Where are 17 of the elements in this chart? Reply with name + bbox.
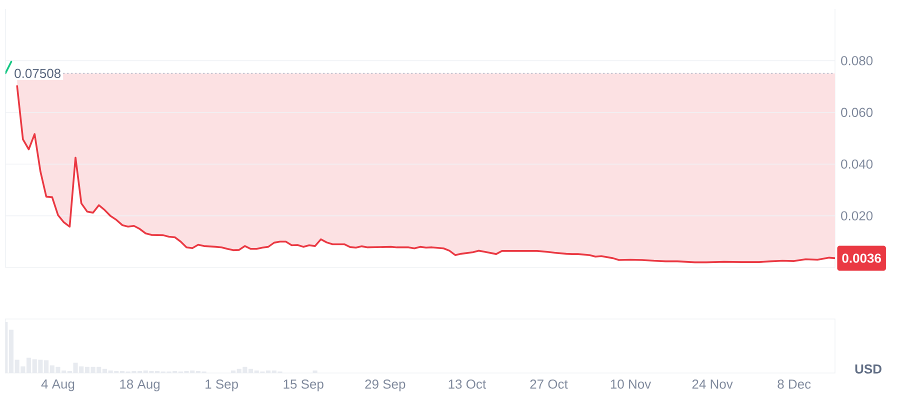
y-tick-label: 0.020 [841, 211, 873, 220]
y-tick-label: 0.040 [841, 159, 873, 169]
x-tick-label: 18 Aug [120, 380, 160, 392]
x-tick-label: 13 Oct [448, 380, 486, 389]
x-tick-label: 24 Nov [692, 380, 733, 389]
x-tick-label: 10 Nov [610, 380, 652, 389]
x-tick-label: 29 Sep [365, 380, 406, 392]
x-tick-label: 8 Dec [778, 380, 811, 389]
y-axis-title: USD [855, 364, 882, 374]
annotation: 0.0036 [842, 254, 881, 263]
x-tick-label: 15 Sep [284, 380, 324, 392]
x-tick-label: 27 Oct [530, 380, 568, 389]
y-tick-label: 0.060 [841, 108, 873, 117]
y-tick-label: 0.080 [841, 56, 873, 66]
ref-line-label: 0.07508 [14, 68, 61, 78]
x-tick-label: 1 Sep [206, 380, 238, 392]
x-tick-label: 4 Aug [41, 380, 74, 392]
